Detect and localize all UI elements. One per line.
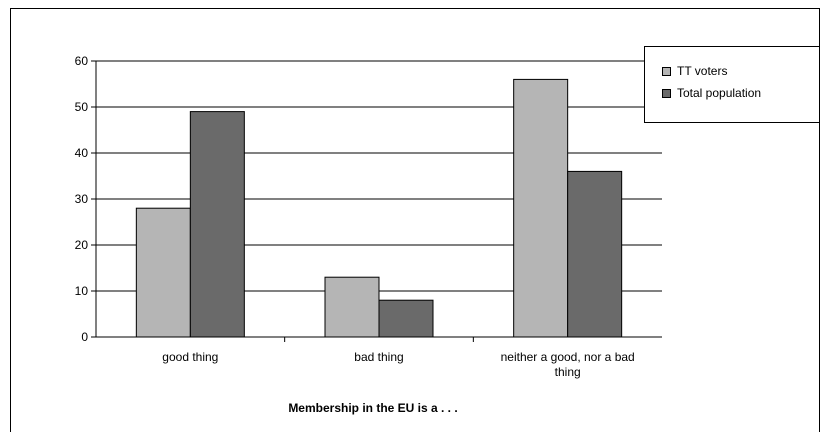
bar: [135, 207, 191, 338]
bar: [189, 111, 245, 338]
bar: [324, 276, 380, 338]
x-tick-label: good thing: [162, 350, 218, 364]
x-tick-label: thing: [555, 365, 581, 379]
bar: [513, 78, 569, 338]
chart-frame: [10, 8, 820, 432]
legend-swatch-tt-voters: [662, 66, 671, 76]
y-tick-label: 0: [81, 330, 88, 344]
x-tick-label: neither a good, nor a bad: [501, 350, 635, 364]
x-axis-title: Membership in the EU is a . . .: [288, 401, 457, 415]
y-tick-label: 60: [75, 54, 89, 68]
bar: [378, 299, 434, 338]
legend-label-tt-voters: TT voters: [677, 64, 728, 78]
legend-swatch-total-population: [662, 88, 671, 98]
y-tick-label: 20: [75, 238, 89, 252]
y-tick-label: 10: [75, 284, 89, 298]
y-tick-label: 30: [75, 192, 89, 206]
legend-label-total-population: Total population: [677, 86, 762, 100]
x-tick-label: bad thing: [354, 350, 403, 364]
bar: [567, 170, 623, 338]
legend-item-tt-voters: TT voters: [662, 64, 727, 78]
y-tick-label: 50: [75, 100, 89, 114]
legend-item-total-population: Total population: [662, 86, 761, 100]
legend: TT voters Total population: [644, 46, 820, 123]
y-tick-label: 40: [75, 146, 89, 160]
